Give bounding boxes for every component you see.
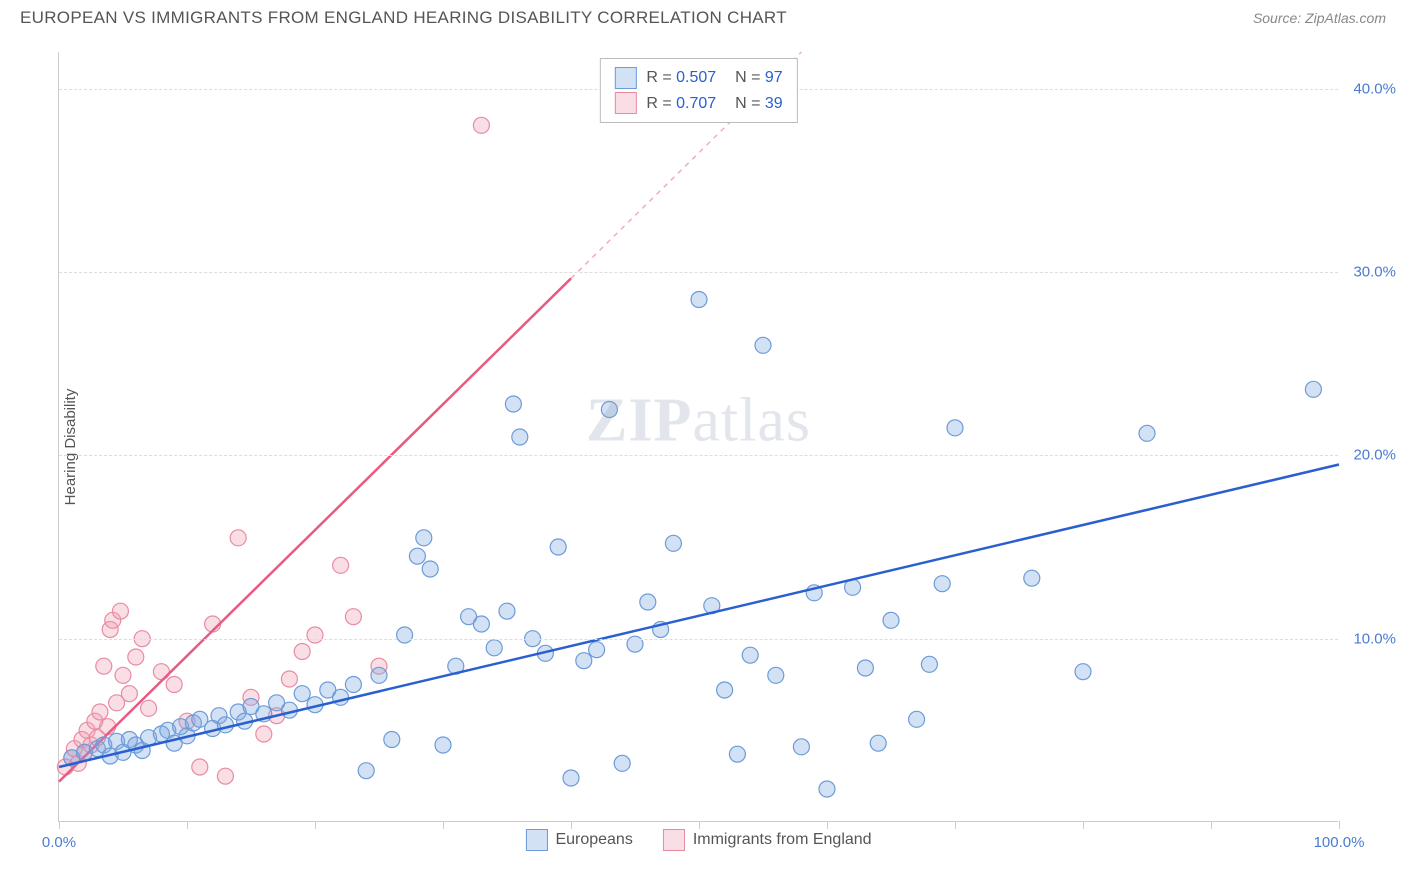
data-point [166, 677, 182, 693]
data-point [550, 539, 566, 555]
data-point [870, 735, 886, 751]
data-point [92, 704, 108, 720]
data-point [358, 763, 374, 779]
chart-title: EUROPEAN VS IMMIGRANTS FROM ENGLAND HEAR… [20, 8, 787, 28]
x-tick [827, 821, 828, 829]
correlation-legend: R = 0.507 N = 97 R = 0.707 N = 39 [599, 58, 797, 123]
data-point [768, 667, 784, 683]
legend-row-england: R = 0.707 N = 39 [614, 91, 782, 117]
data-point [505, 396, 521, 412]
data-point [717, 682, 733, 698]
source-attribution: Source: ZipAtlas.com [1253, 10, 1386, 26]
data-point [96, 658, 112, 674]
data-point [473, 616, 489, 632]
data-point [499, 603, 515, 619]
data-point [192, 759, 208, 775]
data-point [435, 737, 451, 753]
legend-row-europeans: R = 0.507 N = 97 [614, 65, 782, 91]
y-tick-label: 40.0% [1353, 80, 1396, 97]
x-tick [443, 821, 444, 829]
data-point [128, 649, 144, 665]
data-point [921, 656, 937, 672]
swatch-europeans [614, 67, 636, 89]
data-point [333, 557, 349, 573]
y-tick-label: 30.0% [1353, 264, 1396, 281]
data-point [1139, 425, 1155, 441]
data-point [755, 337, 771, 353]
x-tick [315, 821, 316, 829]
data-point [614, 755, 630, 771]
data-point [256, 726, 272, 742]
x-tick [571, 821, 572, 829]
data-point [422, 561, 438, 577]
data-point [665, 535, 681, 551]
data-point [371, 667, 387, 683]
x-tick [955, 821, 956, 829]
trend-line [59, 465, 1339, 768]
gridline [59, 639, 1338, 640]
data-point [230, 530, 246, 546]
data-point [397, 627, 413, 643]
data-point [473, 117, 489, 133]
data-point [141, 700, 157, 716]
scatter-svg [59, 52, 1338, 821]
x-tick-label: 0.0% [42, 834, 76, 851]
data-point [1305, 381, 1321, 397]
data-point [294, 644, 310, 660]
data-point [409, 548, 425, 564]
data-point [742, 647, 758, 663]
data-point [601, 402, 617, 418]
data-point [576, 653, 592, 669]
data-point [416, 530, 432, 546]
data-point [1024, 570, 1040, 586]
data-point [729, 746, 745, 762]
data-point [857, 660, 873, 676]
data-point [640, 594, 656, 610]
x-tick [1339, 821, 1340, 829]
data-point [883, 612, 899, 628]
data-point [345, 609, 361, 625]
x-tick [59, 821, 60, 829]
data-point [819, 781, 835, 797]
x-tick [1083, 821, 1084, 829]
y-tick-label: 20.0% [1353, 447, 1396, 464]
swatch-europeans-icon [525, 829, 547, 851]
data-point [294, 686, 310, 702]
x-tick [699, 821, 700, 829]
chart-container: Hearing Disability ZIPatlas R = 0.507 N … [20, 42, 1386, 852]
legend-item-europeans: Europeans [525, 829, 632, 851]
plot-area: ZIPatlas R = 0.507 N = 97 R = 0.707 N = … [58, 52, 1338, 822]
data-point [112, 603, 128, 619]
x-tick [187, 821, 188, 829]
data-point [121, 686, 137, 702]
x-tick-label: 100.0% [1314, 834, 1365, 851]
legend-item-england: Immigrants from England [663, 829, 872, 851]
data-point [384, 732, 400, 748]
data-point [486, 640, 502, 656]
data-point [563, 770, 579, 786]
data-point [115, 667, 131, 683]
data-point [512, 429, 528, 445]
data-point [589, 642, 605, 658]
x-tick [1211, 821, 1212, 829]
data-point [281, 671, 297, 687]
series-legend: Europeans Immigrants from England [525, 829, 871, 851]
data-point [691, 292, 707, 308]
data-point [217, 717, 233, 733]
swatch-england [614, 92, 636, 114]
data-point [909, 711, 925, 727]
data-point [947, 420, 963, 436]
y-tick-label: 10.0% [1353, 630, 1396, 647]
gridline [59, 455, 1338, 456]
data-point [307, 627, 323, 643]
swatch-england-icon [663, 829, 685, 851]
data-point [934, 576, 950, 592]
data-point [1075, 664, 1091, 680]
data-point [217, 768, 233, 784]
gridline [59, 272, 1338, 273]
data-point [793, 739, 809, 755]
data-point [345, 677, 361, 693]
